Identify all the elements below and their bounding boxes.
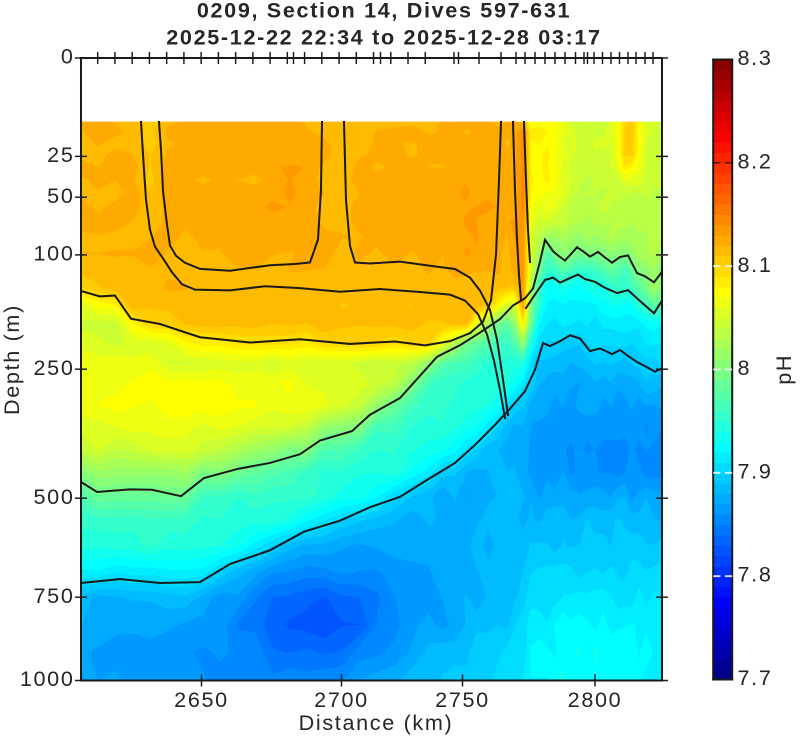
svg-text:250: 250 xyxy=(33,355,74,380)
svg-text:7.8: 7.8 xyxy=(738,562,773,587)
svg-text:25: 25 xyxy=(47,142,74,167)
svg-text:2025-12-22 22:34 to 2025-12-28: 2025-12-22 22:34 to 2025-12-28 03:17 xyxy=(166,25,601,50)
svg-text:8.3: 8.3 xyxy=(738,45,773,70)
svg-text:1000: 1000 xyxy=(20,666,75,691)
svg-text:750: 750 xyxy=(33,583,74,608)
svg-text:2700: 2700 xyxy=(314,687,369,712)
svg-text:Distance (km): Distance (km) xyxy=(299,710,454,735)
svg-text:2650: 2650 xyxy=(174,687,229,712)
svg-text:0: 0 xyxy=(61,44,75,69)
svg-text:pH: pH xyxy=(771,354,796,385)
svg-text:8.1: 8.1 xyxy=(738,252,773,277)
svg-text:Depth (m): Depth (m) xyxy=(0,304,24,415)
svg-text:500: 500 xyxy=(33,484,74,509)
svg-text:7.9: 7.9 xyxy=(738,458,773,483)
svg-text:8.2: 8.2 xyxy=(738,148,773,173)
svg-text:100: 100 xyxy=(33,240,74,265)
svg-text:50: 50 xyxy=(47,183,74,208)
svg-text:8: 8 xyxy=(738,355,752,380)
svg-text:0209, Section 14, Dives 597-63: 0209, Section 14, Dives 597-631 xyxy=(197,0,571,23)
svg-text:2750: 2750 xyxy=(435,687,490,712)
svg-text:2800: 2800 xyxy=(568,687,623,712)
svg-text:7.7: 7.7 xyxy=(738,665,773,690)
